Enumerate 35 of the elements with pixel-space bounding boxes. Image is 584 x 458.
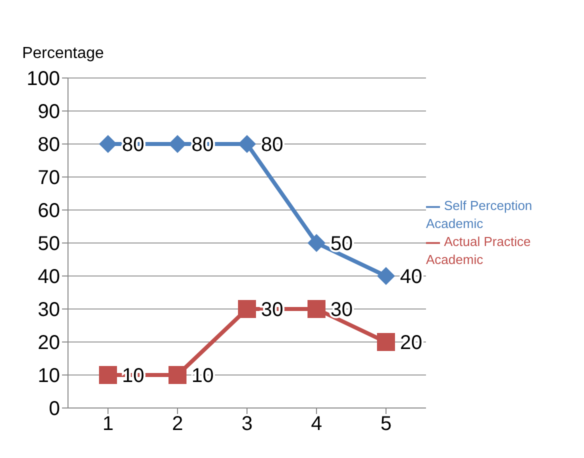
y-tick-label: 70	[38, 167, 60, 190]
data-label: 50	[330, 233, 353, 256]
point	[168, 135, 186, 153]
legend-label: Self Perception Academic	[426, 198, 532, 231]
data-label: 20	[400, 332, 422, 354]
x-tick-label: 4	[310, 413, 322, 436]
point	[99, 366, 117, 384]
x-tick-label: 1	[102, 413, 114, 436]
y-tick-label: 0	[48, 398, 60, 420]
y-tick-label: 100	[26, 68, 60, 90]
y-axis-title: Percentage	[22, 45, 104, 62]
point	[377, 333, 395, 351]
point	[308, 234, 326, 252]
y-tick-label: 80	[38, 134, 60, 156]
y-tick-label: 10	[38, 365, 60, 388]
x-tick-label: 3	[241, 413, 253, 436]
y-tick-label: 50	[38, 233, 60, 256]
x-tick-label: 2	[172, 413, 184, 436]
legend-label: Actual Practice Academic	[426, 234, 531, 267]
point	[168, 366, 186, 384]
point	[99, 135, 117, 153]
point	[238, 300, 256, 318]
data-label: 40	[400, 266, 422, 288]
data-label: 10	[192, 365, 214, 388]
y-tick-label: 20	[38, 332, 60, 354]
y-tick-label: 60	[38, 200, 60, 222]
data-label: 80	[261, 134, 284, 156]
y-tick-label: 40	[38, 266, 60, 288]
x-tick-label: 5	[380, 413, 392, 436]
y-tick-label: 90	[38, 101, 60, 124]
data-label: 30	[330, 299, 353, 322]
point	[377, 267, 395, 285]
y-tick-label: 30	[38, 299, 60, 322]
point	[308, 300, 326, 318]
point	[238, 135, 256, 153]
